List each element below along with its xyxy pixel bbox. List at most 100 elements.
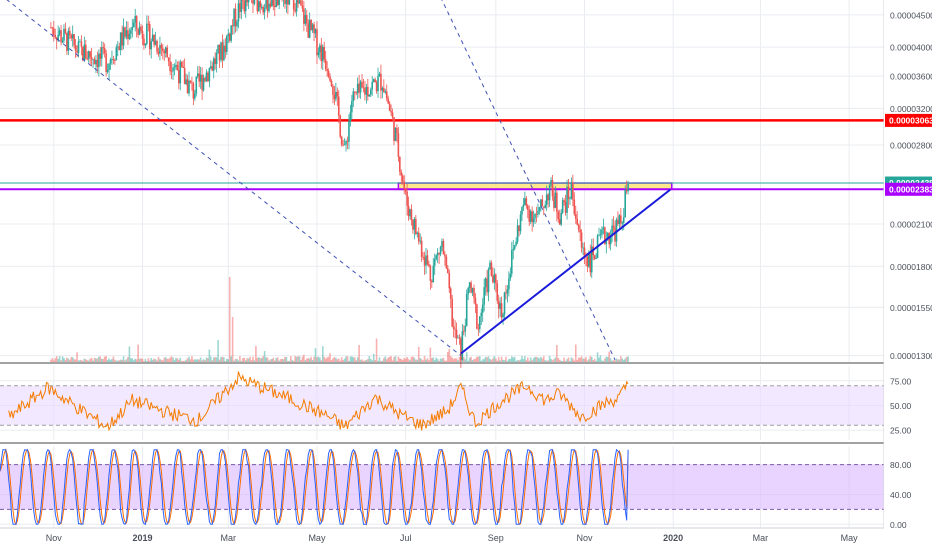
volume-bar: [323, 356, 326, 362]
volume-bar: [492, 358, 494, 362]
candle-body: [173, 66, 176, 68]
candle-body: [98, 53, 100, 68]
volume-bar: [287, 360, 289, 362]
candle-body: [218, 44, 221, 61]
candle-body: [570, 182, 573, 199]
volume-bar: [121, 359, 123, 362]
time-tick-label: Nov: [576, 533, 593, 543]
volume-bar: [316, 357, 318, 362]
volume-bar: [180, 360, 183, 362]
candle-body: [455, 329, 458, 339]
candle-body: [237, 3, 240, 22]
candle-body: [92, 59, 94, 61]
candle-body: [310, 20, 312, 31]
volume-bar: [233, 360, 235, 362]
volume-bar: [612, 360, 615, 362]
volume-bar: [259, 358, 262, 362]
candle-body: [355, 92, 358, 94]
candle-body: [442, 240, 445, 255]
volume-bar: [114, 359, 116, 362]
volume-bar: [289, 356, 292, 362]
volume-bar: [545, 360, 548, 362]
volume-bar: [170, 356, 173, 362]
candle-body: [141, 30, 144, 39]
volume-bar: [166, 358, 169, 362]
volume-bar: [487, 356, 490, 362]
volume-bar: [579, 357, 581, 362]
candle-body: [96, 59, 99, 68]
stoch-tick-label: 0.00: [890, 520, 907, 530]
volume-bar: [474, 358, 477, 362]
trendline-dashed-1[interactable]: [441, 0, 616, 361]
volume-bar: [494, 358, 497, 362]
candle-body: [61, 40, 64, 43]
volume-bar: [484, 356, 487, 362]
volume-bar: [122, 356, 125, 362]
price-tick-label: 0.00001300: [890, 351, 932, 361]
volume-bar: [425, 359, 427, 362]
candle-body: [463, 331, 465, 333]
volume-bar: [169, 357, 171, 362]
candle-body: [86, 58, 89, 60]
volume-bar: [50, 359, 52, 362]
volume-bar: [103, 356, 106, 362]
volume-bar: [335, 357, 337, 362]
candle-body: [128, 33, 131, 39]
price-axis[interactable]: 0.00004500 0.00004000 0.00003600 0.00003200…: [884, 0, 932, 550]
horizontal-price-lines[interactable]: [0, 119, 884, 191]
volume-bar: [224, 360, 227, 362]
trendlines[interactable]: [0, 0, 671, 361]
volume-bar: [333, 357, 336, 362]
volume-bar: [432, 357, 435, 362]
volume-bar: [330, 360, 333, 362]
candle-body: [416, 232, 419, 234]
candle-body: [63, 28, 65, 41]
volume-bar: [132, 360, 135, 362]
trendline-solid-2[interactable]: [460, 188, 671, 355]
volume-bar: [615, 358, 618, 362]
candle-body: [518, 225, 520, 232]
candle-body: [388, 103, 391, 111]
volume-bar: [489, 358, 491, 362]
candle-body: [260, 6, 263, 8]
volume-bar: [317, 356, 320, 362]
volume-bar: [400, 358, 403, 362]
stoch-band: [0, 464, 884, 510]
candle-body: [486, 278, 488, 293]
candle-body: [303, 8, 305, 24]
volume-bar: [87, 360, 90, 362]
price-tick-label: 0.00003200: [890, 104, 932, 114]
candle-body: [54, 35, 57, 38]
volume-bar: [143, 360, 145, 362]
volume-bar: [384, 356, 387, 362]
candle-body: [228, 33, 231, 41]
candle-body: [156, 40, 158, 52]
candle-body: [71, 34, 74, 39]
candle-body: [567, 186, 570, 200]
candle-body: [205, 72, 208, 81]
candle-body: [563, 200, 565, 202]
volume-bar: [505, 356, 507, 362]
volume-bars: [50, 277, 629, 362]
volume-bar: [551, 360, 554, 362]
volume-bar: [590, 356, 593, 362]
candle-body: [425, 255, 427, 266]
volume-bar: [476, 356, 478, 362]
price-tick-label: 0.00004500: [890, 10, 932, 20]
candle-body: [541, 199, 544, 207]
volume-bar: [256, 357, 259, 362]
volume-bar: [605, 356, 608, 362]
candle-body: [390, 110, 392, 113]
volume-bar: [313, 356, 315, 362]
volume-bar: [272, 357, 275, 362]
volume-bar: [493, 356, 496, 362]
candle-body: [336, 91, 339, 97]
trendline-dashed-0[interactable]: [0, 0, 462, 356]
volume-bar: [426, 358, 429, 362]
time-axis[interactable]: Nov 2019 Mar May Jul Sep Nov 2020 Mar May: [46, 533, 858, 543]
price-tick-label: 0.00003600: [890, 72, 932, 82]
volume-bar: [217, 340, 219, 362]
candle-body: [87, 51, 90, 59]
